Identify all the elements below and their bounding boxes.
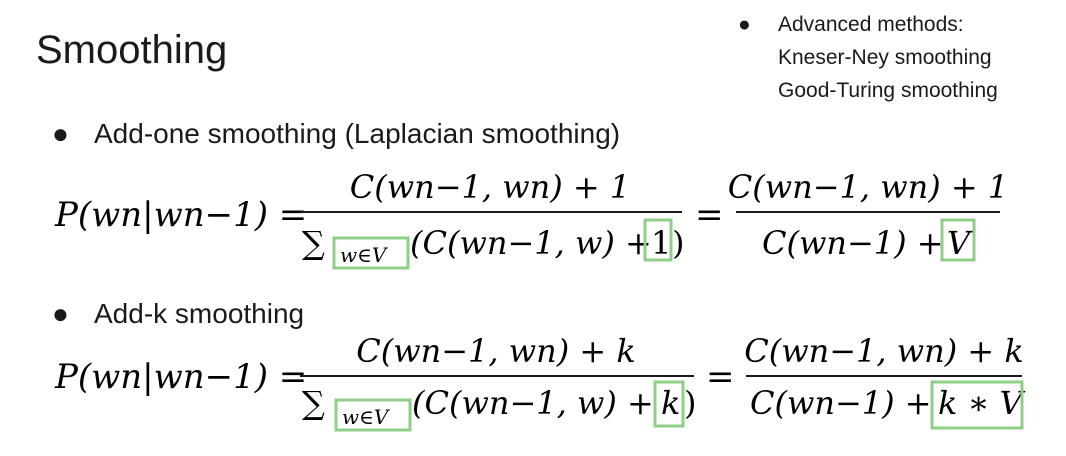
- fraction1-close-paren: ): [684, 384, 696, 422]
- fraction2-denominator: C(wn−1) +: [762, 224, 944, 262]
- add-k-label: Add-k smoothing: [94, 298, 305, 329]
- fraction2-denominator-highlight-term: V: [947, 224, 973, 262]
- kneser-ney-item: Kneser-Ney smoothing: [778, 46, 992, 69]
- fraction1-numerator: C(wn−1, wn) + k: [356, 332, 636, 370]
- equals-sign: =: [695, 195, 724, 235]
- advanced-methods-list: ● Advanced methods: Kneser-Ney smoothing…: [738, 8, 998, 107]
- k-times-v-highlight: [930, 380, 1024, 430]
- sum-symbol: ∑: [302, 224, 325, 262]
- equals-sign: =: [706, 357, 735, 397]
- add-k-term-highlight: [653, 380, 685, 428]
- advanced-methods-heading: Advanced methods:: [778, 13, 964, 36]
- add-k-formula: P(wn|wn−1) = C(wn−1, wn) + k ∑ w∈V (C(wn…: [54, 332, 1025, 432]
- fraction1-denominator-body: (C(wn−1, w) +: [410, 224, 652, 262]
- bullet: ●: [52, 298, 69, 329]
- bullet: ●: [52, 118, 69, 149]
- fraction2-numerator: C(wn−1, wn) + k: [744, 332, 1024, 370]
- sum-subscript: w∈V: [342, 405, 391, 429]
- fraction1-close-paren: ): [672, 224, 684, 262]
- bullet: ●: [738, 13, 751, 36]
- sum-symbol: ∑: [302, 384, 325, 422]
- fraction2-denominator-highlight-term: k ∗ V: [938, 384, 1025, 422]
- add-one-label: Add-one smoothing (Laplacian smoothing): [94, 118, 621, 149]
- formula-lhs: P(wn|wn−1) =: [54, 357, 307, 397]
- fraction1-denominator-body: (C(wn−1, w) +: [412, 384, 654, 422]
- sum-subscript-highlight: [334, 398, 412, 432]
- fraction2-denominator: C(wn−1) +: [750, 384, 932, 422]
- fraction1-numerator: C(wn−1, wn) + 1: [350, 168, 630, 206]
- fraction2-numerator: C(wn−1, wn) + 1: [728, 168, 1008, 206]
- add-one-formula: P(wn|wn−1) = C(wn−1, wn) + 1 ∑ w∈V (C(wn…: [54, 168, 1008, 270]
- slide-title: Smoothing: [36, 28, 228, 72]
- add-k-heading: ● Add-k smoothing: [52, 298, 304, 330]
- formula-lhs: P(wn|wn−1) =: [54, 195, 307, 235]
- sum-subscript: w∈V: [340, 243, 389, 267]
- fraction1-denominator-highlight-term: 1: [651, 224, 671, 262]
- vocab-size-highlight: [940, 218, 976, 262]
- sum-subscript-highlight: [332, 236, 410, 270]
- add-one-term-highlight: [643, 218, 673, 262]
- add-one-heading: ● Add-one smoothing (Laplacian smoothing): [52, 118, 620, 150]
- fraction1-denominator-highlight-term: k: [661, 384, 680, 422]
- good-turing-item: Good-Turing smoothing: [778, 79, 998, 102]
